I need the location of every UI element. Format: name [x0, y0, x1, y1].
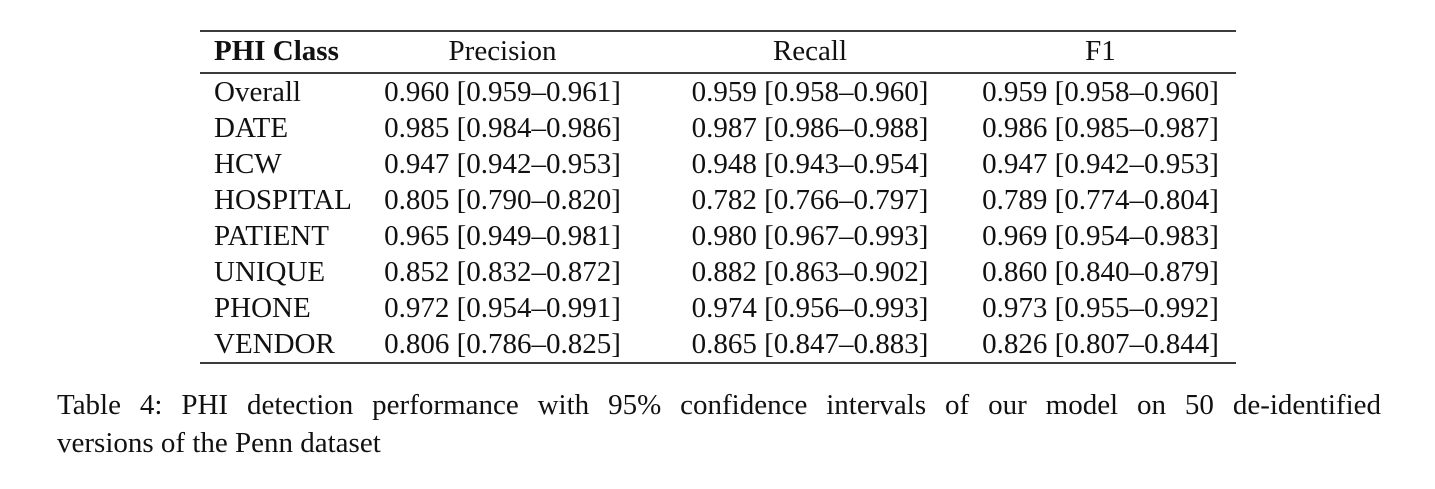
f1-cell: 0.860 [0.840–0.879] [982, 255, 1219, 288]
header-phi-class: PHI Class [214, 35, 339, 67]
table-row: UNIQUE 0.852 [0.832–0.872] 0.882 [0.863–… [200, 254, 1236, 290]
caption-line-1: Table 4: PHI detection performance with … [57, 389, 1381, 421]
f1-cell: 0.986 [0.985–0.987] [982, 111, 1219, 144]
recall-cell: 0.980 [0.967–0.993] [691, 219, 929, 252]
table-row: PHONE 0.972 [0.954–0.991] 0.974 [0.956–0… [200, 290, 1236, 326]
header-precision: Precision [448, 35, 557, 67]
table-row: HCW 0.947 [0.942–0.953] 0.948 [0.943–0.9… [200, 146, 1236, 182]
f1-cell: 0.789 [0.774–0.804] [982, 183, 1219, 216]
recall-cell: 0.882 [0.863–0.902] [691, 255, 929, 288]
phi-class-cell: PHONE [214, 291, 311, 324]
phi-class-cell: VENDOR [214, 327, 335, 360]
precision-cell: 0.947 [0.942–0.953] [384, 147, 621, 180]
precision-cell: 0.852 [0.832–0.872] [384, 255, 621, 288]
table-row: DATE 0.985 [0.984–0.986] 0.987 [0.986–0.… [200, 110, 1236, 146]
table-row: PATIENT 0.965 [0.949–0.981] 0.980 [0.967… [200, 218, 1236, 254]
phi-results-table: PHI Class Precision Recall F1 Overall 0.… [200, 30, 1236, 364]
precision-cell: 0.972 [0.954–0.991] [384, 291, 621, 324]
header-f1: F1 [1085, 35, 1116, 67]
table-row: Overall 0.960 [0.959–0.961] 0.959 [0.958… [200, 73, 1236, 110]
f1-cell: 0.959 [0.958–0.960] [982, 75, 1219, 108]
f1-cell: 0.969 [0.954–0.983] [982, 219, 1219, 252]
recall-cell: 0.865 [0.847–0.883] [691, 327, 929, 360]
phi-class-cell: HCW [214, 147, 282, 180]
phi-class-cell: Overall [214, 75, 301, 108]
phi-class-cell: DATE [214, 111, 289, 144]
precision-cell: 0.806 [0.786–0.825] [384, 327, 621, 360]
table-body: Overall 0.960 [0.959–0.961] 0.959 [0.958… [200, 73, 1236, 363]
precision-cell: 0.960 [0.959–0.961] [384, 75, 621, 108]
precision-cell: 0.985 [0.984–0.986] [384, 111, 621, 144]
table-row: HOSPITAL 0.805 [0.790–0.820] 0.782 [0.76… [200, 182, 1236, 218]
f1-cell: 0.826 [0.807–0.844] [982, 327, 1219, 360]
phi-class-cell: UNIQUE [214, 255, 326, 288]
recall-cell: 0.948 [0.943–0.954] [691, 147, 929, 180]
table-header: PHI Class Precision Recall F1 [200, 31, 1236, 73]
table-row: VENDOR 0.806 [0.786–0.825] 0.865 [0.847–… [200, 326, 1236, 363]
recall-cell: 0.959 [0.958–0.960] [691, 75, 929, 108]
precision-cell: 0.805 [0.790–0.820] [384, 183, 621, 216]
phi-class-cell: HOSPITAL [214, 183, 352, 216]
f1-cell: 0.947 [0.942–0.953] [982, 147, 1219, 180]
phi-class-cell: PATIENT [214, 219, 329, 252]
recall-cell: 0.987 [0.986–0.988] [691, 111, 929, 144]
header-row: PHI Class Precision Recall F1 [200, 31, 1236, 73]
f1-cell: 0.973 [0.955–0.992] [982, 291, 1219, 324]
recall-cell: 0.974 [0.956–0.993] [691, 291, 929, 324]
precision-cell: 0.965 [0.949–0.981] [384, 219, 621, 252]
recall-cell: 0.782 [0.766–0.797] [691, 183, 929, 216]
caption-line-2: versions of the Penn dataset [57, 427, 381, 459]
header-recall: Recall [772, 35, 848, 67]
table-caption: Table 4: PHI detection performance with … [57, 386, 1381, 462]
